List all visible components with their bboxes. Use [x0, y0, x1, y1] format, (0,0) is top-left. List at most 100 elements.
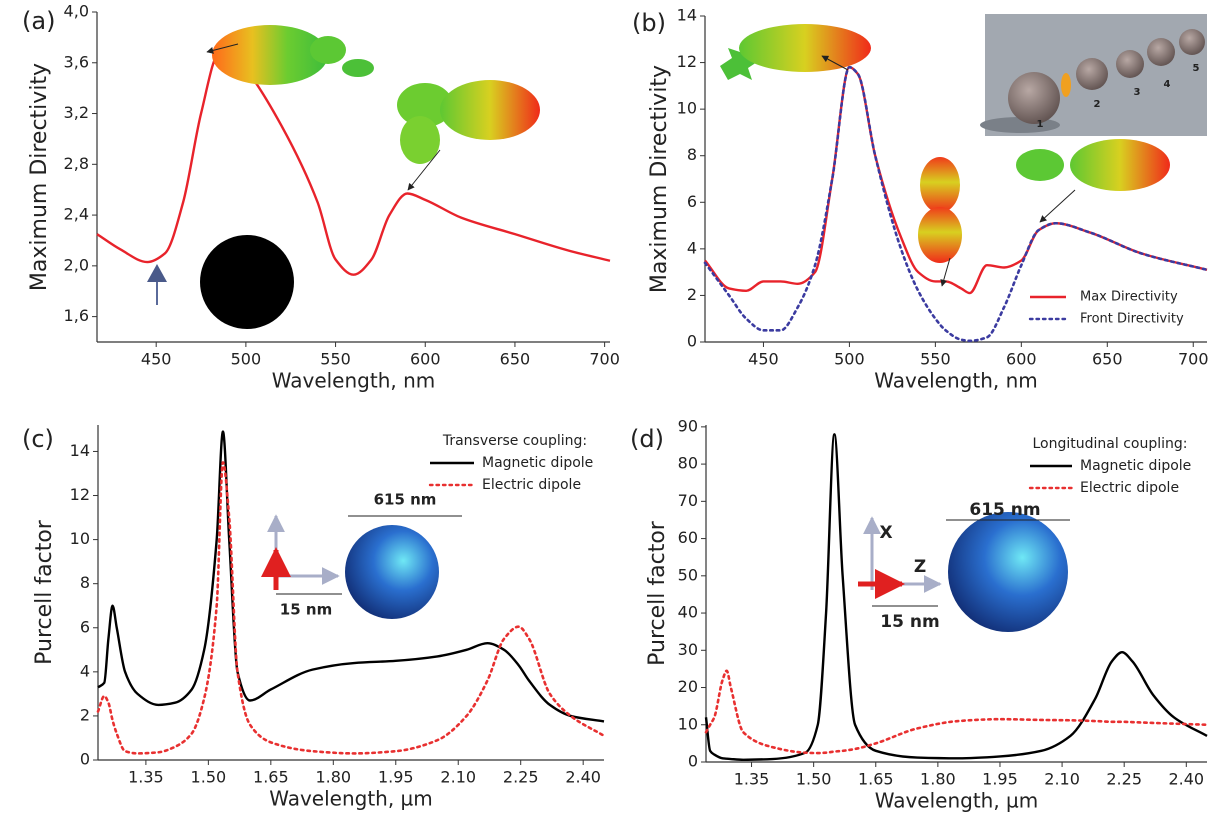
y-tick-label: 0	[80, 750, 90, 769]
y-tick-label: 12	[677, 52, 697, 71]
y-tick-label: 10	[70, 529, 90, 548]
particle	[200, 235, 294, 329]
x-tick-label: 2.25	[1106, 770, 1142, 789]
radiation-pattern	[206, 25, 374, 85]
y-tick-label: 2,4	[64, 205, 89, 224]
legend-label: Electric dipole	[482, 477, 581, 493]
radiation-pattern	[720, 24, 871, 80]
y-tick-label: 2	[687, 285, 697, 304]
y-tick-label: 14	[70, 441, 90, 460]
y-tick-label: 14	[677, 6, 697, 25]
annotation: 615 nm	[969, 500, 1040, 520]
y-tick-label: 3,6	[64, 52, 89, 71]
geometry-sketch	[858, 512, 1070, 632]
x-tick-label: 1.50	[191, 768, 227, 787]
legend-label: Magnetic dipole	[1080, 458, 1191, 474]
x-tick-label: 2.10	[440, 768, 476, 787]
y-tick-label: 70	[678, 491, 698, 510]
y-tick-label: 90	[678, 416, 698, 435]
data-line	[704, 433, 1208, 761]
y-tick-label: 10	[678, 714, 698, 733]
x-tick-label: 1.80	[920, 770, 956, 789]
annotation: 15 nm	[280, 601, 332, 619]
x-axis-label: Wavelength, µm	[875, 789, 1039, 813]
y-tick-label: 0	[688, 752, 698, 771]
y-tick-label: 80	[678, 454, 698, 473]
y-tick-label: 4	[80, 661, 90, 680]
y-axis-label: Purcell factor	[645, 520, 670, 666]
x-tick-label: 1.65	[253, 768, 289, 787]
y-tick-label: 6	[80, 617, 90, 636]
data-line	[704, 669, 1209, 755]
x-tick-label: 1.80	[315, 768, 351, 787]
x-tick-label: 500	[231, 350, 262, 369]
y-tick-label: 4	[687, 238, 697, 257]
panel-label: (a)	[22, 7, 55, 35]
legend-title: Transverse coupling:	[442, 433, 587, 449]
y-tick-label: 50	[678, 565, 698, 584]
annotation: 3	[1134, 87, 1141, 98]
y-tick-label: 3,2	[64, 103, 89, 122]
annotation: 615 nm	[374, 491, 437, 509]
y-tick-label: 10	[677, 99, 697, 118]
annotation: 1	[1037, 119, 1044, 130]
y-tick-label: 8	[687, 145, 697, 164]
x-tick-label: 1.35	[734, 770, 770, 789]
y-tick-label: 12	[70, 485, 90, 504]
panel-label: (c)	[22, 425, 54, 453]
x-tick-label: 2.40	[565, 768, 601, 787]
annotation: 2	[1094, 99, 1101, 110]
annotation: 15 nm	[880, 612, 939, 632]
y-tick-label: 2	[80, 705, 90, 724]
y-tick-label: 20	[678, 677, 698, 696]
x-tick-label: 1.95	[982, 770, 1018, 789]
x-tick-label: 1.50	[796, 770, 832, 789]
geometry-sketch	[261, 514, 462, 619]
x-tick-label: 550	[920, 350, 951, 369]
legend-label: Electric dipole	[1080, 480, 1179, 496]
y-tick-label: 40	[678, 603, 698, 622]
dipole-arrow-head	[147, 264, 167, 282]
x-axis-label: Wavelength, nm	[874, 369, 1038, 393]
x-axis-label: Wavelength, nm	[272, 369, 436, 393]
x-axis-label: Wavelength, µm	[269, 787, 433, 811]
annotation: Z	[914, 557, 926, 577]
panel-label: (d)	[630, 425, 664, 453]
annotation: 4	[1164, 79, 1171, 90]
y-tick-label: 0	[687, 332, 697, 351]
data-line	[703, 65, 1209, 343]
y-tick-label: 1,6	[64, 306, 89, 325]
x-tick-label: 1.65	[858, 770, 894, 789]
x-tick-label: 1.35	[128, 768, 164, 787]
legend-label: Front Directivity	[1080, 312, 1184, 327]
x-tick-label: 600	[410, 350, 441, 369]
annotation: X	[879, 523, 892, 543]
y-tick-label: 2,0	[64, 255, 89, 274]
y-axis-label: Maximum Directivity	[27, 63, 52, 291]
data-line	[96, 461, 606, 755]
x-tick-label: 650	[1092, 350, 1123, 369]
legend-title: Longitudinal coupling:	[1033, 436, 1188, 452]
y-tick-label: 4,0	[64, 2, 89, 21]
x-tick-label: 450	[141, 350, 172, 369]
radiation-pattern	[1016, 139, 1170, 223]
y-axis-label: Maximum Directivity	[647, 65, 672, 293]
x-tick-label: 700	[1178, 350, 1209, 369]
radiation-pattern	[918, 157, 962, 287]
x-tick-label: 2.10	[1044, 770, 1080, 789]
x-tick-label: 700	[589, 350, 620, 369]
y-tick-label: 8	[80, 573, 90, 592]
y-axis-label: Purcell factor	[32, 519, 57, 665]
panel-label: (b)	[632, 9, 666, 37]
legend-label: Magnetic dipole	[482, 455, 593, 471]
legend-label: Max Directivity	[1080, 290, 1178, 305]
x-tick-label: 550	[320, 350, 351, 369]
x-tick-label: 450	[748, 350, 779, 369]
radiation-pattern	[397, 80, 540, 191]
y-tick-label: 30	[678, 640, 698, 659]
x-tick-label: 600	[1006, 350, 1037, 369]
x-tick-label: 650	[500, 350, 531, 369]
